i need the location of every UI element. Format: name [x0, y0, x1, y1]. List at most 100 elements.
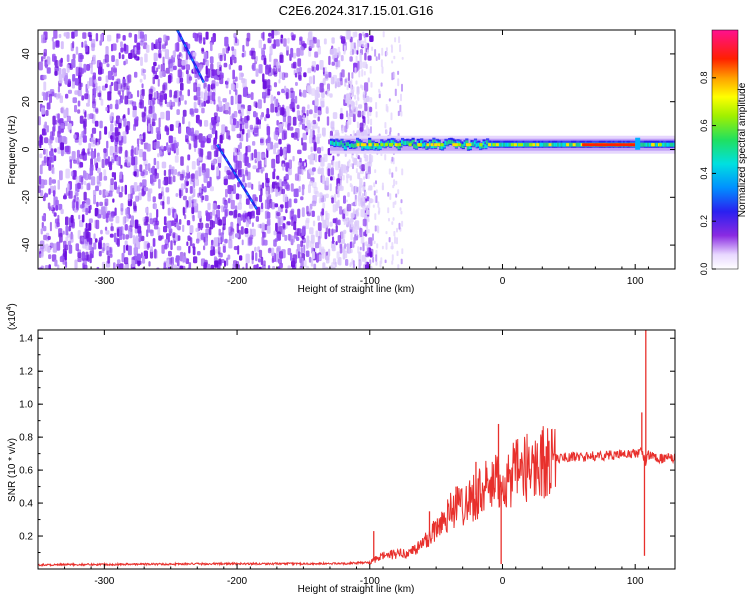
noise-blob — [343, 195, 346, 204]
sparse-blob — [375, 111, 378, 118]
noise-blob — [156, 67, 159, 72]
noise-blob — [106, 140, 109, 149]
sparse-blob — [369, 259, 372, 265]
noise-blob — [199, 148, 204, 158]
noise-blob — [186, 140, 190, 145]
sparse-blob — [367, 127, 370, 135]
noise-blob — [95, 219, 100, 230]
noise-blob — [299, 256, 302, 264]
noise-blob — [340, 77, 343, 86]
noise-blob — [169, 257, 173, 265]
figure-title: C2E6.2024.317.15.01.G16 — [279, 3, 434, 18]
noise-blob — [290, 235, 295, 243]
noise-blob — [312, 37, 317, 44]
noise-blob — [200, 140, 205, 148]
colorbar-gradient — [711, 29, 739, 270]
noise-blob — [142, 179, 147, 187]
noise-blob — [211, 249, 216, 256]
carrier-core — [417, 143, 421, 147]
noise-blob — [203, 51, 208, 60]
noise-blob — [89, 113, 94, 119]
noise-blob — [168, 250, 172, 257]
carrier-cyan — [645, 142, 649, 147]
noise-blob — [134, 228, 138, 234]
noise-blob — [185, 69, 189, 75]
noise-blob — [292, 155, 295, 162]
noise-blob — [161, 44, 166, 49]
noise-blob — [335, 225, 338, 233]
sparse-blob — [370, 118, 373, 126]
noise-blob — [65, 93, 69, 99]
carrier-cyan — [543, 142, 547, 147]
noise-blob — [249, 124, 254, 130]
noise-blob — [233, 246, 238, 251]
noise-blob — [204, 86, 208, 92]
noise-blob — [55, 205, 59, 211]
noise-blob — [165, 67, 170, 74]
noise-blob — [93, 87, 97, 98]
noise-blob — [140, 56, 143, 66]
noise-blob — [235, 193, 240, 200]
carrier-cyan — [366, 145, 370, 150]
noise-blob — [131, 259, 135, 268]
noise-blob — [275, 127, 279, 135]
noise-blob — [335, 241, 338, 246]
noise-blob — [331, 228, 334, 236]
noise-blob — [64, 145, 70, 153]
sparse-blob — [394, 37, 397, 43]
noise-blob — [359, 260, 362, 266]
noise-blob — [290, 87, 294, 93]
noise-blob — [157, 130, 161, 140]
noise-blob — [177, 69, 182, 78]
noise-blob — [317, 116, 320, 122]
noise-blob — [211, 160, 215, 166]
noise-blob — [231, 46, 235, 51]
noise-blob — [95, 163, 98, 169]
noise-blob — [57, 85, 60, 93]
sparse-blob — [385, 231, 388, 235]
noise-blob — [297, 149, 302, 155]
noise-blob — [76, 157, 80, 165]
sparse-blob — [401, 248, 404, 255]
noise-blob — [254, 127, 258, 134]
noise-blob — [193, 199, 198, 207]
carrier-cyan — [673, 142, 675, 147]
noise-blob — [222, 245, 226, 253]
carrier-cyan — [642, 142, 646, 147]
noise-blob — [98, 85, 101, 91]
noise-blob — [60, 41, 64, 50]
noise-blob — [326, 88, 330, 97]
x-tick-label: -300 — [94, 276, 114, 287]
noise-blob — [60, 122, 65, 129]
noise-blob — [133, 164, 138, 173]
colorbar-tick-label: 0.4 — [699, 167, 709, 180]
noise-blob — [65, 168, 70, 179]
noise-blob — [279, 54, 284, 63]
noise-blob — [115, 58, 119, 67]
sparse-blob — [391, 172, 394, 178]
noise-blob — [48, 188, 51, 195]
noise-blob — [277, 91, 281, 96]
noise-blob — [180, 82, 184, 91]
noise-blob — [77, 252, 82, 258]
sparse-blob — [346, 175, 349, 184]
noise-blob — [239, 195, 242, 204]
noise-blob — [127, 107, 130, 115]
sparse-blob — [384, 259, 387, 264]
noise-blob — [317, 215, 320, 221]
sparse-blob — [388, 168, 391, 175]
noise-blob — [88, 218, 93, 223]
noise-blob — [244, 119, 249, 129]
noise-blob — [55, 218, 60, 224]
noise-blob — [145, 163, 148, 171]
noise-blob — [107, 104, 110, 114]
noise-blob — [217, 246, 221, 255]
noise-blob — [157, 64, 161, 70]
noise-blob — [194, 108, 199, 113]
carrier-cyan — [654, 142, 658, 147]
sparse-blob — [388, 217, 390, 222]
noise-blob — [200, 226, 203, 231]
sparse-blob — [355, 168, 358, 174]
noise-blob — [63, 195, 67, 200]
carrier-core — [513, 143, 517, 147]
